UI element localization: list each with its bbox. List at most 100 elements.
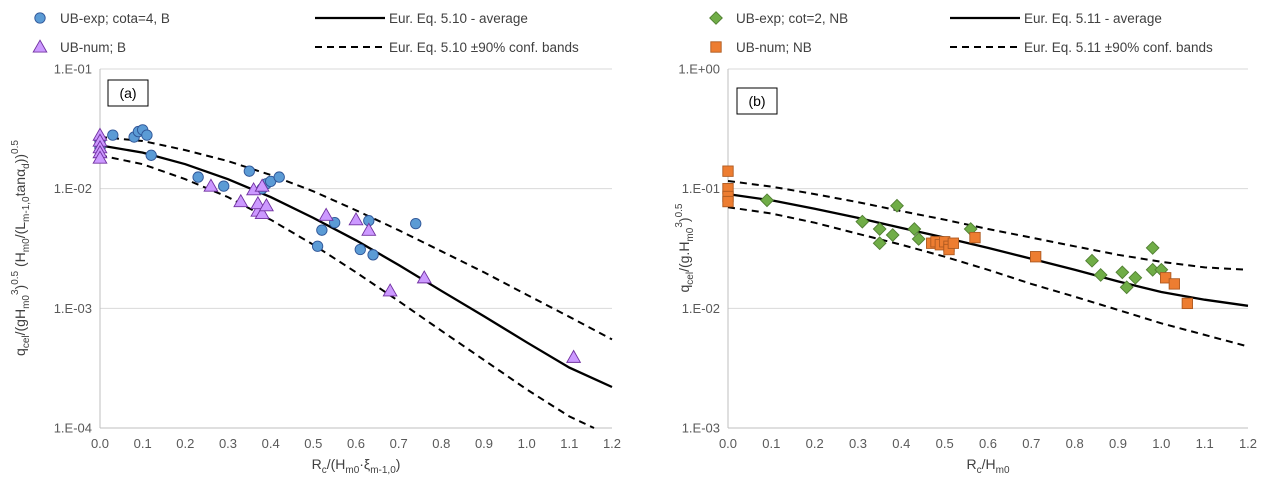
- data-point: [250, 195, 266, 210]
- x-tick-label: 1.2: [603, 436, 621, 451]
- confidence-band-line: [99, 154, 595, 429]
- y-axis-title: qcel/(g.Hm03)0.5: [674, 203, 696, 292]
- y-tick-label: 1.E+00: [678, 62, 720, 77]
- data-point: [218, 180, 230, 192]
- data-point: [203, 178, 219, 192]
- x-tick-label: 0.3: [219, 436, 237, 451]
- confidence-band-line: [99, 136, 613, 341]
- data-point: [243, 165, 255, 177]
- data-point: [318, 207, 334, 221]
- data-point: [92, 150, 108, 164]
- y-tick-label: 1.E-01: [682, 181, 720, 196]
- data-point: [760, 193, 774, 208]
- legend-marker: [709, 11, 723, 25]
- x-tick-label: 0.9: [475, 436, 493, 451]
- data-point: [1181, 297, 1193, 310]
- legend-label: Eur. Eq. 5.11 - average: [1024, 11, 1162, 26]
- data-point: [722, 195, 734, 208]
- legend-label: UB-num; B: [60, 40, 126, 55]
- x-axis-title: Rc/Hm0: [966, 456, 1009, 476]
- data-point: [1085, 253, 1099, 268]
- average-line: [99, 144, 613, 389]
- x-tick-label: 0.6: [979, 436, 997, 451]
- data-point: [254, 205, 270, 220]
- x-tick-label: 0.5: [304, 436, 322, 451]
- panel-label: (a): [119, 85, 136, 101]
- legend-marker: [710, 41, 722, 53]
- panel-label: (b): [748, 93, 765, 109]
- y-tick-label: 1.E-02: [682, 301, 720, 316]
- data-point: [316, 224, 328, 236]
- x-tick-label: 1.1: [1196, 436, 1214, 451]
- data-point: [722, 165, 734, 177]
- y-tick-label: 1.E-03: [54, 301, 92, 316]
- data-point: [947, 237, 959, 249]
- chart-panel-a: 1.E-04 1.E-03 1.E-02 1.E-01 0.0 0.1 0.2 0.3 0.4 0…: [10, 11, 621, 476]
- legend-label: Eur. Eq. 5.10 ±90% conf. bands: [389, 40, 579, 55]
- data-point: [890, 198, 904, 213]
- data-point: [311, 240, 324, 252]
- legend-label: Eur. Eq. 5.11 ±90% conf. bands: [1024, 40, 1213, 55]
- panel-label-box: [107, 79, 149, 107]
- data-point: [361, 222, 377, 236]
- x-tick-label: 0.4: [892, 436, 910, 451]
- x-tick-label: 1.0: [518, 436, 536, 451]
- data-point: [1128, 270, 1143, 285]
- data-point: [1115, 265, 1130, 280]
- data-point: [416, 270, 432, 284]
- data-point: [969, 231, 981, 244]
- x-tick-label: 0.0: [91, 436, 109, 451]
- x-tick-label: 1.2: [1239, 436, 1257, 451]
- confidence-band-line: [727, 180, 1249, 271]
- x-tick-label: 0.1: [762, 436, 780, 451]
- data-point: [566, 349, 582, 363]
- legend-label: UB-num; NB: [736, 40, 812, 55]
- x-tick-label: 0.1: [134, 436, 152, 451]
- y-tick-label: 1.E-04: [54, 421, 92, 436]
- data-point: [107, 129, 119, 141]
- data-point: [872, 236, 887, 251]
- x-tick-label: 0.2: [176, 436, 194, 451]
- y-tick-label: 1.E-03: [682, 421, 720, 436]
- legend-label: UB-exp; cot=2, NB: [736, 11, 848, 26]
- data-point: [1030, 251, 1042, 263]
- x-tick-label: 1.1: [560, 436, 578, 451]
- data-point: [273, 171, 285, 183]
- data-point: [885, 228, 900, 242]
- x-tick-label: 0.4: [262, 436, 280, 451]
- x-tick-label: 1.0: [1152, 436, 1170, 451]
- x-tick-label: 0.0: [719, 436, 737, 451]
- data-point: [1145, 240, 1160, 255]
- x-tick-label: 0.5: [936, 436, 954, 451]
- data-point: [1168, 278, 1180, 290]
- y-tick-label: 1.E-01: [54, 62, 92, 77]
- data-point: [907, 222, 922, 236]
- data-point: [410, 218, 422, 230]
- x-tick-label: 0.8: [1066, 436, 1084, 451]
- data-point: [1093, 268, 1108, 282]
- data-point: [141, 129, 153, 141]
- data-point: [1160, 272, 1172, 284]
- data-point: [348, 212, 364, 226]
- data-point: [1119, 280, 1134, 295]
- data-point: [911, 232, 926, 246]
- data-point: [382, 283, 398, 297]
- legend-label: UB-exp; cota=4, B: [60, 11, 170, 26]
- data-point: [258, 198, 274, 212]
- data-point: [145, 149, 157, 161]
- x-tick-label: 0.7: [390, 436, 408, 451]
- confidence-band-line: [727, 206, 1249, 348]
- data-point: [233, 193, 249, 208]
- x-tick-label: 0.3: [849, 436, 867, 451]
- data-point: [354, 243, 366, 256]
- y-axis-title: qcel/(gHm03)0.5 (Hm0/(Lm-1,0tanαd))0.5: [10, 140, 32, 356]
- x-tick-label: 0.9: [1109, 436, 1127, 451]
- data-point: [367, 249, 379, 261]
- data-point: [872, 222, 887, 236]
- data-point: [192, 171, 204, 183]
- x-tick-label: 0.8: [432, 436, 450, 451]
- x-tick-label: 0.2: [806, 436, 824, 451]
- data-point: [855, 214, 870, 229]
- legend-label: Eur. Eq. 5.10 - average: [389, 11, 528, 26]
